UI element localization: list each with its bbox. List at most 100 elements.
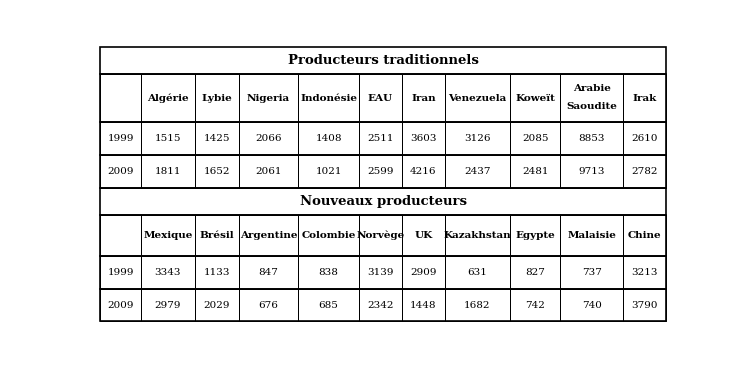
Bar [298, 289, 359, 322]
Bar [141, 74, 194, 122]
Bar [100, 122, 666, 155]
Bar [560, 155, 623, 188]
Text: 1425: 1425 [203, 134, 230, 143]
Text: Nigeria: Nigeria [247, 93, 290, 103]
Text: 8853: 8853 [578, 134, 605, 143]
Text: UK: UK [414, 231, 432, 240]
Bar [402, 215, 445, 255]
Bar [510, 122, 560, 155]
Text: 685: 685 [319, 300, 339, 310]
Text: Arabie: Arabie [573, 84, 611, 93]
Bar [100, 289, 141, 322]
Bar [194, 289, 239, 322]
Text: Egypte: Egypte [515, 231, 555, 240]
Text: 2481: 2481 [522, 167, 548, 176]
Text: 631: 631 [468, 268, 488, 277]
Text: 847: 847 [259, 268, 278, 277]
Text: 740: 740 [582, 300, 601, 310]
Bar [298, 215, 359, 255]
Bar [445, 255, 510, 289]
Bar [445, 215, 510, 255]
Bar [445, 289, 510, 322]
Bar [445, 122, 510, 155]
Text: 2009: 2009 [108, 167, 134, 176]
Text: Venezuela: Venezuela [448, 93, 506, 103]
Text: 1682: 1682 [465, 300, 491, 310]
Text: Mexique: Mexique [143, 231, 192, 240]
Text: Malaisie: Malaisie [568, 231, 616, 240]
Bar [298, 255, 359, 289]
Bar [510, 155, 560, 188]
Text: 676: 676 [259, 300, 278, 310]
Text: 3213: 3213 [631, 268, 658, 277]
Bar [359, 122, 402, 155]
Bar [100, 74, 666, 122]
Text: 2979: 2979 [155, 300, 181, 310]
Bar [239, 122, 298, 155]
Bar [560, 289, 623, 322]
Bar [510, 74, 560, 122]
Bar [510, 255, 560, 289]
Text: Koweït: Koweït [515, 93, 555, 103]
Text: Irak: Irak [633, 93, 657, 103]
Bar [100, 47, 666, 74]
Text: Nouveaux producteurs: Nouveaux producteurs [300, 195, 467, 208]
Bar [359, 255, 402, 289]
Bar [510, 215, 560, 255]
Bar [623, 155, 666, 188]
Text: 1515: 1515 [155, 134, 181, 143]
Bar [194, 155, 239, 188]
Text: 2066: 2066 [255, 134, 282, 143]
Bar [359, 289, 402, 322]
Text: 2437: 2437 [465, 167, 491, 176]
Bar [141, 122, 194, 155]
Text: 1133: 1133 [203, 268, 230, 277]
Text: 1652: 1652 [203, 167, 230, 176]
Bar [402, 289, 445, 322]
Bar [100, 255, 141, 289]
Text: 2085: 2085 [522, 134, 548, 143]
Bar [100, 215, 666, 255]
Text: 2782: 2782 [631, 167, 658, 176]
Bar [445, 155, 510, 188]
Bar [359, 74, 402, 122]
Text: 3126: 3126 [465, 134, 491, 143]
Text: Argentine: Argentine [240, 231, 297, 240]
Text: 1448: 1448 [410, 300, 437, 310]
Text: Brésil: Brésil [200, 231, 234, 240]
Bar [141, 155, 194, 188]
Bar [141, 255, 194, 289]
Text: 2342: 2342 [367, 300, 393, 310]
Bar [359, 155, 402, 188]
Bar [359, 215, 402, 255]
Text: 3343: 3343 [155, 268, 181, 277]
Bar [510, 289, 560, 322]
Bar [560, 255, 623, 289]
Text: Producteurs traditionnels: Producteurs traditionnels [288, 54, 479, 67]
Bar [239, 289, 298, 322]
Bar [239, 155, 298, 188]
Text: 1999: 1999 [108, 134, 134, 143]
Bar [623, 289, 666, 322]
Text: 2610: 2610 [631, 134, 658, 143]
Text: 1811: 1811 [155, 167, 181, 176]
Bar [402, 74, 445, 122]
Text: 838: 838 [319, 268, 339, 277]
Bar [100, 289, 666, 322]
Bar [298, 74, 359, 122]
Bar [100, 155, 141, 188]
Bar [239, 255, 298, 289]
Text: 1999: 1999 [108, 268, 134, 277]
Text: 2061: 2061 [255, 167, 282, 176]
Bar [239, 215, 298, 255]
Text: 2009: 2009 [108, 300, 134, 310]
Text: 2909: 2909 [410, 268, 437, 277]
Text: 3603: 3603 [410, 134, 437, 143]
Text: 2511: 2511 [367, 134, 393, 143]
Bar [560, 215, 623, 255]
Text: 2029: 2029 [203, 300, 230, 310]
Bar [623, 215, 666, 255]
Bar [445, 74, 510, 122]
Text: 4216: 4216 [410, 167, 437, 176]
Bar [560, 74, 623, 122]
